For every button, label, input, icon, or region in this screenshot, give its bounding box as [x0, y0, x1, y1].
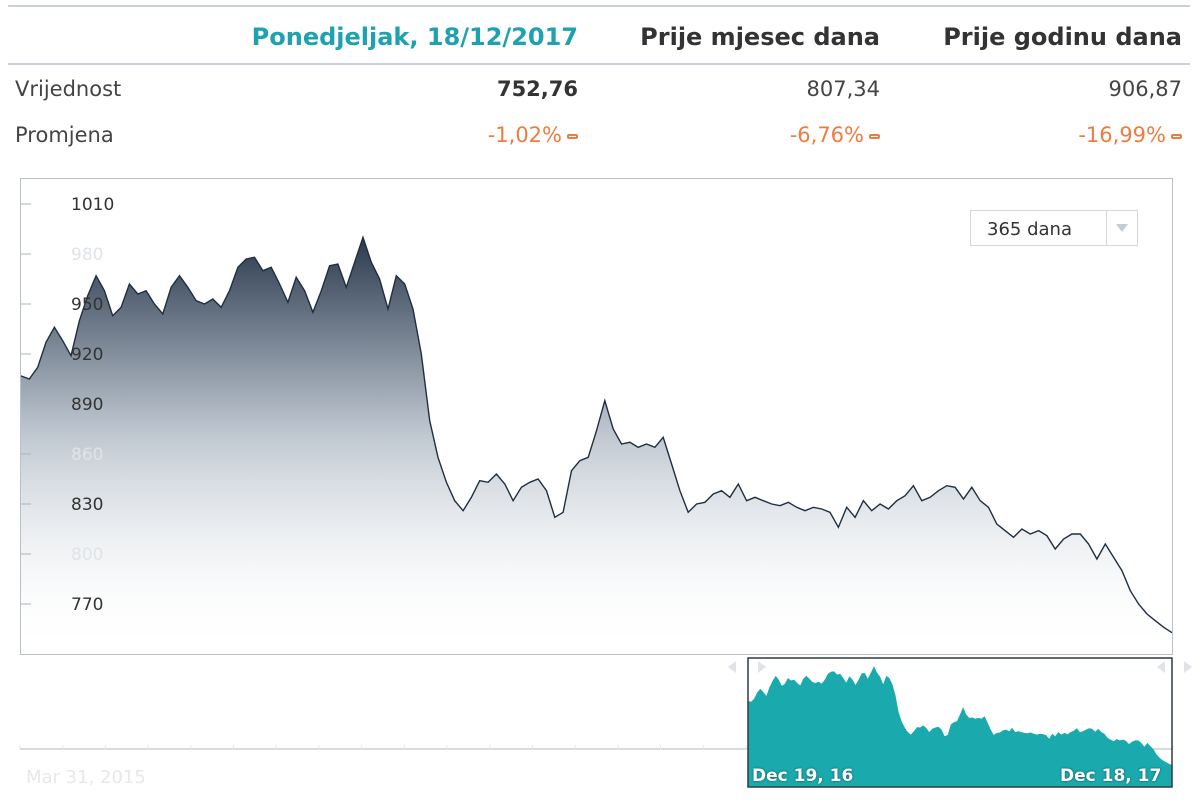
change-current-text: -1,02% — [487, 123, 562, 147]
handle-right-arrow-icon[interactable] — [1184, 661, 1192, 673]
y-tick-label: 800 — [71, 545, 103, 565]
change-current: -1,02% — [488, 123, 578, 147]
value-month-ago: 807,34 — [806, 77, 880, 101]
navigator-window[interactable] — [747, 657, 1173, 788]
y-tick-label: 980 — [71, 245, 103, 265]
change-month-text: -6,76% — [789, 123, 864, 147]
y-tick-label: 830 — [71, 495, 103, 515]
price-series-line — [20, 235, 1173, 634]
handle-right-arrow-icon[interactable] — [758, 661, 766, 673]
change-row-label: Promjena — [15, 123, 114, 147]
navigator-end-label: Dec 18, 17 — [1060, 766, 1162, 786]
navigator-start-label: Dec 19, 16 — [752, 766, 854, 786]
change-year-text: -16,99% — [1078, 123, 1166, 147]
handle-left-arrow-icon[interactable] — [728, 661, 736, 673]
summary-header-rule — [8, 63, 1190, 65]
range-select-value: 365 dana — [987, 219, 1072, 240]
header-year-ago: Prije godinu dana — [943, 23, 1182, 51]
range-select[interactable]: 365 dana — [970, 210, 1138, 246]
y-tick-label: 860 — [71, 445, 103, 465]
change-year-ago: -16,99% — [1078, 123, 1182, 147]
header-current-date: Ponedjeljak, 18/12/2017 — [251, 23, 578, 51]
navigator-far-label: Mar 31, 2015 — [26, 767, 146, 788]
y-tick-label: 950 — [71, 295, 103, 315]
y-tick-label: 920 — [71, 345, 103, 365]
value-current: 752,76 — [496, 77, 578, 101]
header-month-ago: Prije mjesec dana — [640, 23, 880, 51]
change-month-ago: -6,76% — [790, 123, 880, 147]
summary-top-rule — [8, 5, 1190, 7]
chevron-down-icon[interactable] — [1106, 211, 1137, 245]
y-tick-label: 770 — [71, 595, 103, 615]
chart-frame — [20, 178, 1173, 655]
price-area-fill — [21, 237, 1172, 655]
navigator-area — [748, 666, 1172, 787]
y-tick-label: 890 — [71, 395, 103, 415]
down-marker-icon — [1171, 133, 1182, 139]
handle-left-arrow-icon[interactable] — [1157, 661, 1165, 673]
down-marker-icon — [869, 133, 880, 139]
down-marker-icon — [567, 133, 578, 139]
value-row-label: Vrijednost — [15, 77, 122, 101]
value-year-ago: 906,87 — [1108, 77, 1182, 101]
y-tick-label: 1010 — [71, 195, 114, 215]
